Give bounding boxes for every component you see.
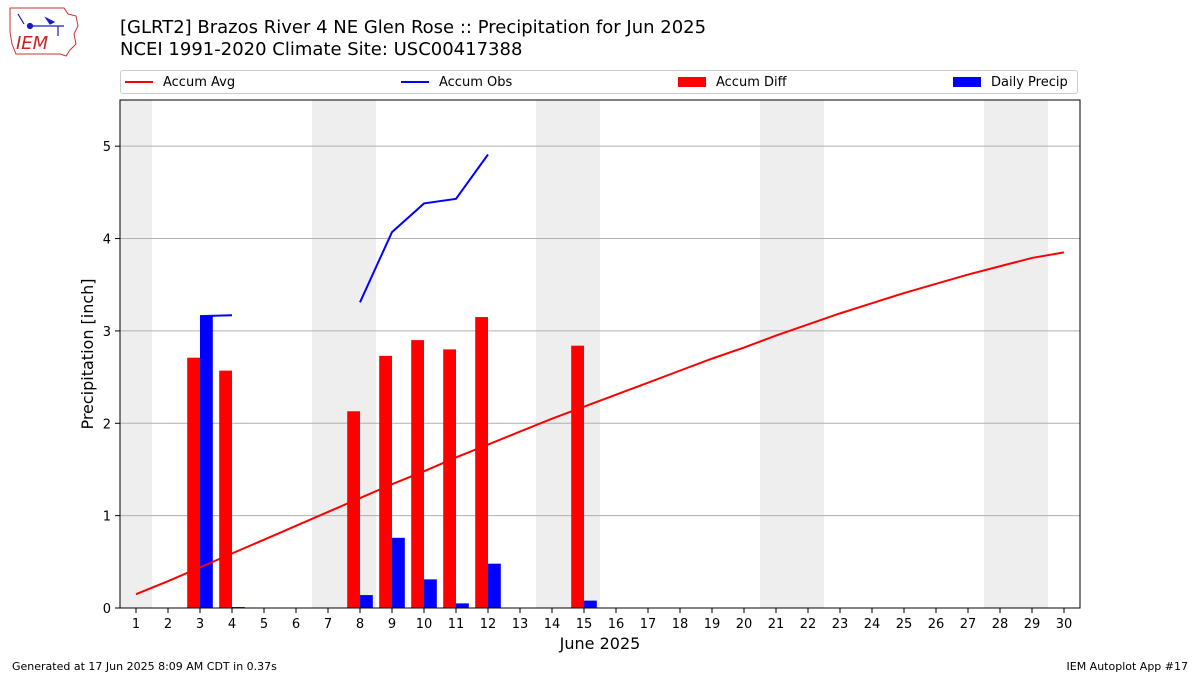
accum-diff-bar: [347, 411, 360, 608]
legend-swatch-accum-obs: [401, 81, 429, 83]
x-tick-label: 28: [992, 617, 1009, 632]
x-tick-label: 3: [196, 617, 204, 632]
daily-precip-bar: [456, 603, 469, 608]
x-tick-label: 17: [640, 617, 657, 632]
legend-label-accum-obs: Accum Obs: [439, 74, 513, 90]
x-tick-label: 5: [260, 617, 268, 632]
weekend-shade: [536, 100, 568, 608]
x-tick-label: 23: [832, 617, 849, 632]
x-tick-label: 14: [544, 617, 561, 632]
generated-timestamp: Generated at 17 Jun 2025 8:09 AM CDT in …: [12, 660, 277, 673]
daily-precip-bar: [488, 563, 501, 608]
accum-diff-bar: [571, 345, 584, 608]
accum-diff-bar: [475, 317, 488, 608]
y-axis-label: Precipitation [inch]: [78, 278, 97, 429]
x-tick-label: 1: [132, 617, 140, 632]
accum-diff-bar: [379, 355, 392, 608]
legend-item-accum-avg: Accum Avg: [125, 71, 235, 93]
weekend-shade: [792, 100, 824, 608]
y-tick-label: 2: [103, 417, 111, 432]
y-tick-label: 0: [103, 602, 111, 617]
daily-precip-bar: [424, 579, 437, 608]
legend-item-daily-precip: Daily Precip: [953, 71, 1068, 93]
legend-item-accum-obs: Accum Obs: [401, 71, 512, 93]
plot-frame: [119, 99, 1081, 609]
accum-diff-bar: [219, 370, 232, 608]
y-tick-label: 4: [103, 233, 111, 248]
x-tick-label: 24: [864, 617, 881, 632]
x-tick-label: 2: [164, 617, 172, 632]
y-tick-label: 5: [103, 140, 111, 155]
x-tick-label: 11: [448, 617, 465, 632]
x-tick-label: 4: [228, 617, 236, 632]
legend-item-accum-diff: Accum Diff: [678, 71, 787, 93]
x-tick-label: 18: [672, 617, 689, 632]
accum-avg-line: [135, 251, 1065, 596]
legend-swatch-accum-avg: [125, 81, 153, 83]
x-tick-label: 6: [292, 617, 300, 632]
x-tick-label: 9: [388, 617, 396, 632]
chart-subtitle: NCEI 1991-2020 Climate Site: USC00417388: [120, 39, 523, 60]
chart-legend: Accum Avg Accum Obs Accum Diff Daily Pre…: [120, 70, 1078, 94]
chart-title: [GLRT2] Brazos River 4 NE Glen Rose :: P…: [120, 17, 707, 38]
weekend-shade: [1016, 100, 1048, 608]
x-tick-label: 7: [324, 617, 332, 632]
legend-swatch-accum-diff: [678, 77, 706, 87]
daily-precip-bar: [392, 537, 405, 608]
legend-label-accum-avg: Accum Avg: [163, 74, 236, 90]
x-axis-label: June 2025: [559, 634, 641, 653]
accum-diff-bar: [443, 349, 456, 608]
accum-obs-line: [359, 153, 489, 303]
x-tick-label: 30: [1056, 617, 1073, 632]
x-tick-label: 8: [356, 617, 364, 632]
x-tick-label: 12: [480, 617, 497, 632]
accum-diff-bar: [187, 357, 200, 608]
autoplot-app-label: IEM Autoplot App #17: [1066, 660, 1189, 673]
x-tick-label: 19: [704, 617, 721, 632]
x-tick-label: 15: [576, 617, 593, 632]
accum-obs-line: [199, 314, 233, 318]
legend-swatch-daily-precip: [953, 77, 981, 87]
y-tick-label: 1: [103, 510, 111, 525]
weekend-shade: [760, 100, 792, 608]
x-tick-label: 25: [896, 617, 913, 632]
weekend-shade: [120, 100, 152, 608]
weekend-shade: [984, 100, 1016, 608]
legend-label-daily-precip: Daily Precip: [991, 74, 1068, 90]
x-tick-label: 16: [608, 617, 625, 632]
x-tick-label: 27: [960, 617, 977, 632]
svg-text:IEM: IEM: [16, 33, 49, 54]
x-tick-label: 26: [928, 617, 945, 632]
daily-precip-bar: [360, 595, 373, 608]
iem-logo: IEM: [9, 7, 79, 57]
daily-precip-bar: [584, 600, 597, 608]
daily-precip-bar: [200, 316, 213, 608]
x-tick-label: 10: [416, 617, 433, 632]
x-tick-label: 22: [800, 617, 817, 632]
x-tick-label: 29: [1024, 617, 1041, 632]
y-tick-label: 3: [103, 325, 111, 340]
x-tick-label: 13: [512, 617, 529, 632]
weekend-shade: [312, 100, 344, 608]
x-tick-label: 20: [736, 617, 753, 632]
x-tick-label: 21: [768, 617, 785, 632]
legend-label-accum-diff: Accum Diff: [716, 74, 787, 90]
